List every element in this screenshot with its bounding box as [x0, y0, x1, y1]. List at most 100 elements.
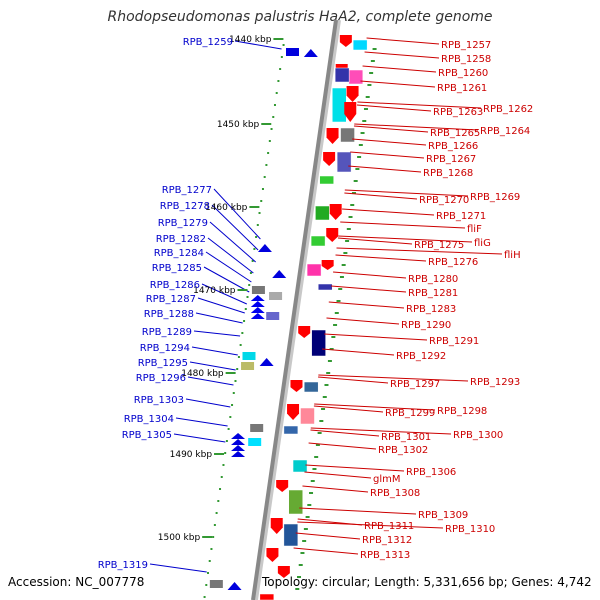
gene-box: [300, 407, 315, 425]
leader-right: [335, 254, 427, 262]
gene-arrow: [250, 307, 265, 313]
tick-mark: [212, 536, 215, 538]
tick-mark: [239, 344, 242, 346]
gene-box: [315, 205, 330, 221]
tick-mark: [275, 92, 278, 94]
gene-label-left: RPB_1284: [154, 248, 204, 259]
gene-arrow: [259, 358, 274, 366]
leader-left: [197, 297, 245, 314]
leader-right: [354, 123, 479, 131]
leader-right: [313, 405, 384, 413]
gene-arrow: [231, 445, 246, 451]
tick-mark: [321, 408, 326, 410]
tick-mark: [258, 212, 261, 214]
scale-label: 1490 kbp: [170, 450, 213, 460]
gene-label-right: RPB_1298: [437, 406, 487, 417]
tick-mark: [338, 288, 343, 290]
tick-mark: [305, 516, 310, 518]
map-title: Rhodopseudomonas palustris HaA2, complet…: [107, 9, 493, 25]
tick-mark: [268, 140, 271, 142]
tick-mark: [208, 560, 211, 562]
gene-box: [285, 48, 299, 56]
scale-label: 1460 kbp: [205, 203, 248, 213]
leader-left: [149, 563, 207, 573]
gene-arrow: [270, 518, 283, 534]
gene-label-right: fliF: [467, 224, 482, 235]
gene-label-left: RPB_1319: [98, 560, 148, 571]
gene-arrow: [339, 35, 352, 47]
leader-left: [209, 221, 256, 263]
tick-mark: [350, 204, 355, 206]
tick-mark: [343, 252, 348, 254]
leader-left: [193, 330, 241, 337]
scale-labels: 1440 kbp 1450 kbp 1460 kbp 1470 kbp 1480 kbp…: [158, 35, 284, 543]
gene-arrow: [231, 433, 246, 439]
gene-label-right: RPB_1300: [453, 430, 503, 441]
tick-mark: [348, 216, 353, 218]
gene-label-right: RPB_1312: [362, 535, 412, 546]
tick-mark: [234, 380, 237, 382]
gene-arrow: [290, 380, 303, 392]
tick-mark: [358, 144, 363, 146]
leader-right: [297, 521, 444, 529]
tick-mark: [339, 276, 344, 278]
gene-label-left: RPB_1294: [140, 343, 190, 354]
gene-label-right: fliH: [504, 250, 521, 261]
scale-label: 1480 kbp: [181, 369, 224, 379]
gene-box: [340, 127, 355, 143]
leader-left: [205, 251, 252, 283]
tick-mark: [351, 192, 356, 194]
leader-right: [328, 301, 405, 309]
gene-box: [303, 381, 319, 393]
genome-backbone: [251, 19, 341, 600]
gene-label-right: RPB_1299: [385, 408, 435, 419]
leader-left: [185, 398, 231, 408]
gene-label-right: RPB_1313: [360, 550, 410, 561]
leader-left: [195, 312, 243, 324]
gene-label-right: RPB_1302: [378, 445, 428, 456]
gene-label-right: RPB_1263: [433, 107, 483, 118]
tick-mark: [336, 300, 341, 302]
tick-mark: [357, 156, 362, 158]
tick-mark: [219, 488, 222, 490]
scale-label: 1500 kbp: [158, 533, 201, 543]
leader-right: [310, 429, 380, 437]
tick-mark: [222, 464, 225, 466]
leader-right: [336, 247, 503, 255]
tick-mark: [327, 360, 332, 362]
gene-label-right: RPB_1271: [436, 211, 486, 222]
gene-arrow: [287, 404, 300, 420]
tick-mark: [362, 120, 367, 122]
gene-box: [269, 292, 283, 300]
gene-label-left: RPB_1277: [162, 185, 212, 196]
gene-label-left: RPB_1259: [183, 37, 233, 48]
leader-right: [318, 374, 469, 382]
gene-box: [251, 286, 265, 294]
leader-right: [305, 464, 405, 472]
tick-mark: [360, 132, 365, 134]
leader-right: [337, 237, 413, 245]
gene-label-right: RPB_1264: [480, 126, 530, 137]
tick-mark: [372, 48, 377, 50]
leader-right: [299, 507, 417, 515]
leader-right: [362, 65, 437, 73]
gene-box: [334, 67, 350, 83]
leader-right: [318, 376, 389, 384]
tick-mark: [322, 396, 327, 398]
leader-lines: [149, 37, 503, 573]
tick-mark: [367, 84, 372, 86]
gene-arrow: [276, 480, 289, 492]
gene-label-left: RPB_1304: [124, 414, 174, 425]
tick-mark: [261, 188, 264, 190]
accession-text: Accession: NC_007778: [8, 575, 145, 589]
gene-label-right: RPB_1310: [445, 524, 495, 535]
gene-box: [259, 593, 275, 600]
gene-box: [336, 151, 352, 173]
tick-mark: [297, 576, 302, 578]
tick-mark: [310, 480, 315, 482]
tick-mark: [237, 356, 240, 358]
tick-mark: [227, 428, 230, 430]
gene-label-left: RPB_1289: [142, 327, 192, 338]
leader-right: [344, 192, 418, 200]
tick-mark: [277, 80, 280, 82]
